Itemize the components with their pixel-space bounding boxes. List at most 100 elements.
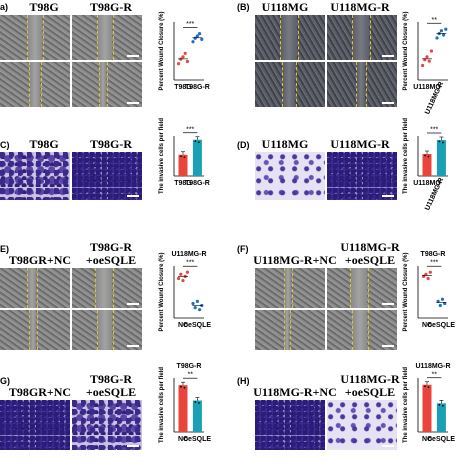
panel-c: C) T98G T98G-R The invasive cells per fi…: [0, 118, 237, 236]
data-point: [177, 62, 181, 66]
wound-image: [327, 62, 397, 107]
panel-b: (B) U118MG U118MG-R Percent Wound Closur…: [237, 0, 474, 118]
image-heading-right: U118MG-R: [330, 137, 390, 151]
data-point: [426, 276, 430, 281]
panel-label: (D): [237, 140, 250, 150]
chart: The invasive cells per field ***U118MGU11…: [403, 118, 448, 212]
data-point: [427, 155, 430, 158]
bar: [192, 400, 202, 432]
x-tick-label: T98G: [174, 84, 192, 91]
data-point: [198, 402, 200, 404]
data-point: [428, 270, 432, 274]
image-heading-right-line1: T98G-R: [90, 240, 132, 254]
panel-label: C): [0, 140, 10, 150]
panel-label: a): [0, 2, 9, 12]
data-point: [198, 308, 202, 312]
data-point: [193, 36, 197, 40]
x-tick-label: oeSQLE: [184, 436, 212, 443]
panel-label: (H): [237, 376, 250, 386]
wound-image: [327, 310, 397, 350]
data-point: [442, 404, 444, 407]
data-point: [442, 141, 444, 144]
y-axis-label: The invasive cells per field: [159, 118, 165, 194]
panel-label: (B): [237, 2, 250, 12]
y-axis-label: Percent Wound Closure (%): [403, 253, 409, 332]
significance-label: ***: [430, 260, 438, 267]
image-heading-right: T98G-R: [90, 0, 132, 14]
wound-image: [0, 15, 70, 60]
panel-g: G) T98GR+NC T98G-R +oeSQLE T98G-R The inv…: [0, 354, 237, 474]
data-point: [194, 401, 197, 403]
data-point: [180, 155, 182, 158]
image-heading-right-line2: +oeSQLE: [85, 253, 137, 267]
data-point: [424, 154, 426, 157]
wound-image: [255, 62, 325, 107]
data-point: [183, 386, 186, 389]
data-point: [439, 29, 443, 33]
chart-title: U118MG-R: [171, 251, 206, 258]
image-heading-left: U118MG: [261, 137, 309, 151]
significance-label: **: [431, 17, 437, 24]
chart: T98G-R The invasive cells per field ** NCoe…: [159, 363, 212, 443]
y-axis-label: The invasive cells per field: [403, 367, 409, 443]
x-tick-label: NC: [422, 436, 432, 443]
panel-f: (F) U118MG-R+NC U118MG-R +oeSQLE T98G-R P…: [237, 236, 474, 354]
wound-image: [255, 268, 325, 308]
data-point: [198, 141, 200, 144]
image-heading-right-line1: U118MG-R: [340, 240, 400, 254]
bar: [192, 139, 202, 176]
invasion-image: [0, 400, 70, 450]
x-tick-label: oeSQLE: [184, 322, 212, 329]
y-axis-label: Percent Wound Closure (%): [159, 253, 165, 332]
panel-label: E): [0, 244, 9, 254]
x-tick-label: NC: [422, 322, 432, 329]
invasion-image: [0, 152, 70, 200]
data-point: [429, 49, 433, 53]
invasion-image: [72, 400, 142, 450]
data-point: [427, 386, 430, 389]
image-heading-right-line2: +oeSQLE: [344, 385, 396, 399]
data-point: [442, 33, 446, 37]
image-heading-left: U118MG-R+NC: [253, 385, 337, 399]
x-tick-label: T98G-R: [185, 180, 210, 187]
bar: [178, 385, 188, 432]
data-point: [444, 27, 448, 31]
image-heading-right: U118MG-R: [330, 0, 390, 14]
wound-image: [255, 310, 325, 350]
significance-label: **: [187, 372, 193, 379]
y-axis-label: Percent Wound Closure (%): [403, 12, 409, 91]
wound-image: [255, 15, 325, 60]
data-point: [421, 63, 425, 68]
image-heading-left: U118MG-R+NC: [253, 253, 337, 267]
wound-image: [72, 268, 142, 308]
bar: [436, 140, 446, 176]
data-point: [440, 297, 445, 301]
data-point: [198, 31, 202, 36]
data-point: [200, 37, 204, 42]
x-tick-label: oeSQLE: [428, 322, 456, 329]
image-heading-right-line1: U118MG-R: [340, 372, 400, 386]
panel-a: a) T98G T98G-R Percent Wound Closure (%)…: [0, 0, 237, 118]
bar: [178, 154, 188, 176]
chart-title: T98G-R: [421, 251, 446, 258]
y-axis-label: Percent Wound Closure (%): [159, 12, 165, 91]
data-point: [438, 403, 441, 406]
image-heading-right-line2: +oeSQLE: [344, 253, 396, 267]
significance-label: ***: [186, 21, 194, 28]
wound-image: [72, 62, 142, 107]
x-tick-label: T98G-R: [185, 84, 210, 91]
data-point: [185, 270, 189, 274]
image-heading-left: T98G: [29, 137, 59, 151]
chart: The invasive cells per field *** T98GT98G-…: [159, 118, 210, 194]
wound-image: [0, 268, 70, 308]
data-point: [191, 301, 195, 306]
data-point: [185, 59, 189, 64]
invasion-image: [327, 152, 397, 200]
panel-d: (D) U118MG U118MG-R The invasive cells p…: [237, 118, 474, 236]
data-point: [181, 55, 185, 59]
image-heading-right: T98G-R: [90, 137, 132, 151]
wound-image: [327, 15, 397, 60]
x-tick-label: U118MG: [413, 84, 441, 91]
data-point: [195, 299, 199, 303]
